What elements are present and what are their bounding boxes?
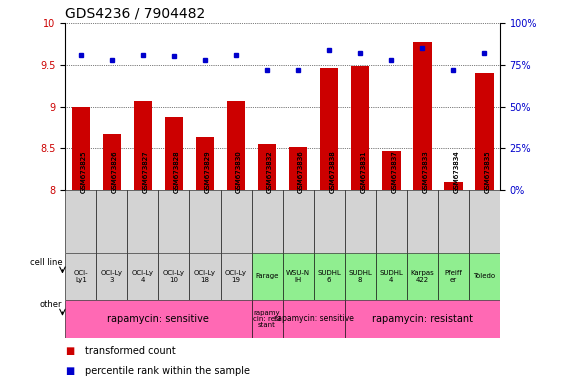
- Bar: [345, 300, 500, 338]
- Bar: [438, 253, 469, 300]
- Text: OCI-Ly
4: OCI-Ly 4: [132, 270, 154, 283]
- Bar: [252, 253, 283, 300]
- Bar: [413, 42, 432, 190]
- Bar: [97, 190, 127, 253]
- Text: cell line: cell line: [30, 258, 62, 267]
- Bar: [190, 190, 220, 253]
- Bar: [469, 190, 500, 253]
- Text: OCI-Ly
10: OCI-Ly 10: [163, 270, 185, 283]
- Text: rapamycin: sensitive: rapamycin: sensitive: [107, 314, 210, 324]
- Text: rapamycin: sensitive: rapamycin: sensitive: [274, 314, 353, 323]
- Text: transformed count: transformed count: [85, 346, 176, 356]
- Bar: [97, 253, 127, 300]
- Text: Farage: Farage: [256, 273, 279, 280]
- Text: SUDHL
4: SUDHL 4: [379, 270, 403, 283]
- Bar: [127, 253, 158, 300]
- Text: GSM673836: GSM673836: [298, 151, 304, 193]
- Text: GSM673837: GSM673837: [391, 151, 397, 193]
- Text: WSU-N
IH: WSU-N IH: [286, 270, 310, 283]
- Text: GSM673828: GSM673828: [174, 151, 180, 193]
- Text: GSM673838: GSM673838: [329, 151, 335, 193]
- Bar: [195, 137, 214, 190]
- Bar: [258, 144, 277, 190]
- Text: GSM673836: GSM673836: [298, 151, 304, 193]
- Bar: [289, 147, 307, 190]
- Bar: [407, 253, 438, 300]
- Bar: [252, 190, 283, 253]
- Bar: [72, 107, 90, 190]
- Bar: [165, 118, 183, 190]
- Bar: [103, 134, 121, 190]
- Text: GSM673830: GSM673830: [236, 151, 242, 193]
- Text: GSM673829: GSM673829: [205, 151, 211, 193]
- Bar: [65, 190, 97, 253]
- Bar: [345, 253, 375, 300]
- Bar: [252, 300, 283, 338]
- Bar: [407, 190, 438, 253]
- Text: GSM673837: GSM673837: [391, 151, 397, 193]
- Bar: [283, 190, 314, 253]
- Bar: [220, 253, 252, 300]
- Text: GSM673828: GSM673828: [174, 151, 180, 193]
- Bar: [475, 73, 494, 190]
- Bar: [127, 190, 158, 253]
- Bar: [375, 253, 407, 300]
- Text: rapamycin: resistant: rapamycin: resistant: [371, 314, 473, 324]
- Text: OCI-Ly
18: OCI-Ly 18: [194, 270, 216, 283]
- Text: OCI-Ly
19: OCI-Ly 19: [225, 270, 247, 283]
- Bar: [345, 190, 375, 253]
- Text: GSM673832: GSM673832: [267, 151, 273, 193]
- Text: GSM673832: GSM673832: [267, 151, 273, 193]
- Bar: [314, 190, 345, 253]
- Text: GSM673827: GSM673827: [143, 151, 149, 193]
- Text: GSM673831: GSM673831: [360, 151, 366, 193]
- Text: GSM673827: GSM673827: [143, 151, 149, 193]
- Bar: [158, 190, 190, 253]
- Bar: [220, 190, 252, 253]
- Text: GSM673826: GSM673826: [112, 151, 118, 193]
- Text: OCI-Ly
3: OCI-Ly 3: [101, 270, 123, 283]
- Bar: [314, 253, 345, 300]
- Text: GSM673825: GSM673825: [81, 151, 87, 193]
- Text: rapamy
cin: resi
stant: rapamy cin: resi stant: [253, 310, 281, 328]
- Bar: [382, 151, 400, 190]
- Bar: [133, 101, 152, 190]
- Text: SUDHL
8: SUDHL 8: [348, 270, 372, 283]
- Text: GSM673829: GSM673829: [205, 151, 211, 193]
- Bar: [283, 300, 345, 338]
- Bar: [375, 190, 407, 253]
- Bar: [444, 182, 462, 190]
- Text: GSM673834: GSM673834: [453, 151, 460, 193]
- Text: GDS4236 / 7904482: GDS4236 / 7904482: [65, 7, 206, 20]
- Bar: [320, 68, 339, 190]
- Bar: [65, 253, 97, 300]
- Text: ■: ■: [65, 366, 74, 376]
- Text: ■: ■: [65, 346, 74, 356]
- Text: GSM673831: GSM673831: [360, 151, 366, 193]
- Text: OCI-
Ly1: OCI- Ly1: [73, 270, 88, 283]
- Text: GSM673834: GSM673834: [453, 151, 460, 193]
- Text: SUDHL
6: SUDHL 6: [317, 270, 341, 283]
- Text: GSM673825: GSM673825: [81, 151, 87, 193]
- Text: percentile rank within the sample: percentile rank within the sample: [85, 366, 250, 376]
- Text: GSM673835: GSM673835: [485, 151, 490, 193]
- Text: GSM673838: GSM673838: [329, 151, 335, 193]
- Bar: [158, 253, 190, 300]
- Text: GSM673833: GSM673833: [422, 151, 428, 193]
- Text: GSM673830: GSM673830: [236, 151, 242, 193]
- Bar: [65, 300, 252, 338]
- Bar: [190, 253, 220, 300]
- Bar: [438, 190, 469, 253]
- Text: other: other: [40, 300, 62, 309]
- Text: GSM673826: GSM673826: [112, 151, 118, 193]
- Text: Karpas
422: Karpas 422: [410, 270, 434, 283]
- Text: Pfeiff
er: Pfeiff er: [444, 270, 462, 283]
- Bar: [227, 101, 245, 190]
- Text: GSM673833: GSM673833: [422, 151, 428, 193]
- Text: GSM673835: GSM673835: [485, 151, 490, 193]
- Bar: [351, 66, 369, 190]
- Bar: [283, 253, 314, 300]
- Bar: [469, 253, 500, 300]
- Text: Toledo: Toledo: [473, 273, 495, 280]
